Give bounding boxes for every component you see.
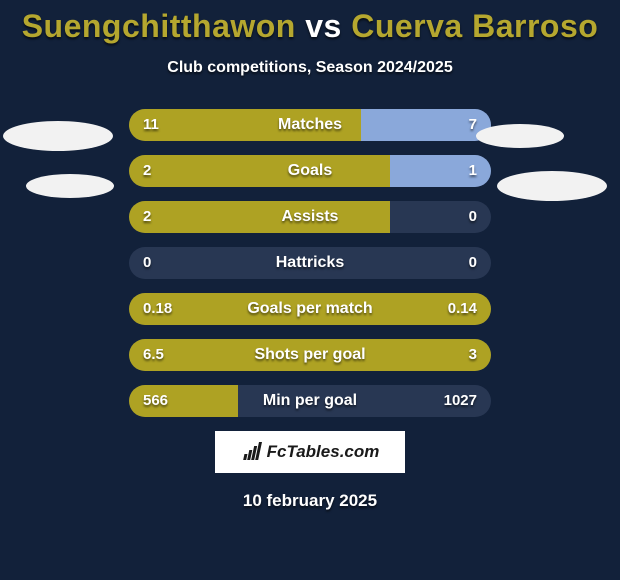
player-badge-ellipse xyxy=(26,174,114,198)
stat-row: 2Assists0 xyxy=(129,201,491,233)
stat-label: Matches xyxy=(129,109,491,141)
stat-row: 0.18Goals per match0.14 xyxy=(129,293,491,325)
watermark: FcTables.com xyxy=(215,431,405,473)
title-player2: Cuerva Barroso xyxy=(351,8,598,44)
stat-label: Min per goal xyxy=(129,385,491,417)
stat-value-right: 1027 xyxy=(444,385,477,417)
player-badge-ellipse xyxy=(476,124,564,148)
stat-row: 0Hattricks0 xyxy=(129,247,491,279)
stat-row: 6.5Shots per goal3 xyxy=(129,339,491,371)
stat-value-right: 3 xyxy=(469,339,477,371)
stat-row: 566Min per goal1027 xyxy=(129,385,491,417)
stat-label: Hattricks xyxy=(129,247,491,279)
stat-row: 11Matches7 xyxy=(129,109,491,141)
stat-label: Goals per match xyxy=(129,293,491,325)
stats-area: 11Matches72Goals12Assists00Hattricks00.1… xyxy=(0,109,620,417)
stat-label: Assists xyxy=(129,201,491,233)
stat-value-right: 0 xyxy=(469,201,477,233)
player-badge-ellipse xyxy=(497,171,607,201)
stat-value-right: 0 xyxy=(469,247,477,279)
date: 10 february 2025 xyxy=(0,491,620,511)
title-player1: Suengchitthawon xyxy=(22,8,296,44)
bar-chart-icon xyxy=(241,442,263,462)
watermark-text: FcTables.com xyxy=(267,442,380,462)
stat-value-right: 1 xyxy=(469,155,477,187)
stat-value-right: 0.14 xyxy=(448,293,477,325)
player-badge-ellipse xyxy=(3,121,113,151)
page-title: Suengchitthawon vs Cuerva Barroso xyxy=(0,0,620,45)
stat-label: Shots per goal xyxy=(129,339,491,371)
title-vs: vs xyxy=(305,8,342,44)
subtitle: Club competitions, Season 2024/2025 xyxy=(0,59,620,77)
stat-label: Goals xyxy=(129,155,491,187)
stat-row: 2Goals1 xyxy=(129,155,491,187)
